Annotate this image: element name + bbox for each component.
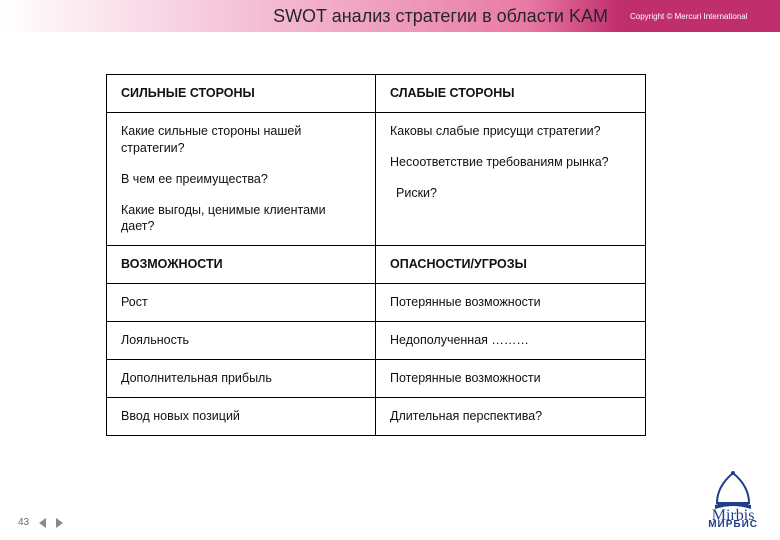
strengths-q3: Какие выгоды, ценимые клиентами дает? — [121, 202, 361, 236]
opp-r1: Рост — [107, 284, 376, 321]
dome-icon — [709, 471, 757, 511]
copyright-box: Copyright © Mercuri International — [620, 0, 780, 32]
next-arrow-icon[interactable] — [56, 518, 63, 528]
mirbis-logo: Mirbis МИРБИС — [708, 471, 758, 530]
copyright-text: Copyright © Mercuri International — [630, 12, 748, 21]
strengths-header: СИЛЬНЫЕ СТОРОНЫ — [107, 75, 376, 112]
weaknesses-q2: Несоответствие требованиям рынка? — [390, 154, 631, 171]
strengths-body: Какие сильные стороны нашей стратегии? В… — [107, 113, 376, 245]
table-row: Дополнительная прибыль Потерянные возмож… — [107, 359, 645, 397]
title-area: SWOT анализ стратегии в области KAM — [0, 0, 620, 32]
weaknesses-q3: Риски? — [390, 185, 437, 202]
opp-r3: Дополнительная прибыль — [107, 360, 376, 397]
opp-r2: Лояльность — [107, 322, 376, 359]
page-number: 43 — [18, 517, 29, 528]
prev-arrow-icon[interactable] — [39, 518, 46, 528]
opp-r4: Ввод новых позиций — [107, 398, 376, 435]
page-title: SWOT анализ стратегии в области KAM — [273, 6, 608, 27]
threats-header: ОПАСНОСТИ/УГРОЗЫ — [376, 246, 645, 283]
table-row: Рост Потерянные возможности — [107, 283, 645, 321]
thr-r3: Потерянные возможности — [376, 360, 645, 397]
table-row: СИЛЬНЫЕ СТОРОНЫ СЛАБЫЕ СТОРОНЫ — [107, 75, 645, 112]
strengths-q1: Какие сильные стороны нашей стратегии? — [121, 123, 361, 157]
weaknesses-header: СЛАБЫЕ СТОРОНЫ — [376, 75, 645, 112]
table-row: ВОЗМОЖНОСТИ ОПАСНОСТИ/УГРОЗЫ — [107, 245, 645, 283]
thr-r1: Потерянные возможности — [376, 284, 645, 321]
thr-r2: Недополученная ……… — [376, 322, 645, 359]
weaknesses-body: Каковы слабые присущи стратегии? Несоотв… — [376, 113, 645, 245]
swot-table: СИЛЬНЫЕ СТОРОНЫ СЛАБЫЕ СТОРОНЫ Какие сил… — [106, 74, 646, 436]
thr-r4: Длительная перспектива? — [376, 398, 645, 435]
logo-text: МИРБИС — [708, 519, 758, 530]
strengths-q2: В чем ее преимущества? — [121, 171, 361, 188]
footer-nav: 43 — [18, 517, 63, 528]
table-row: Лояльность Недополученная ……… — [107, 321, 645, 359]
weaknesses-q1: Каковы слабые присущи стратегии? — [390, 123, 631, 140]
opportunities-header: ВОЗМОЖНОСТИ — [107, 246, 376, 283]
header-bar: SWOT анализ стратегии в области KAM Copy… — [0, 0, 780, 32]
table-row: Ввод новых позиций Длительная перспектив… — [107, 397, 645, 435]
table-row: Какие сильные стороны нашей стратегии? В… — [107, 112, 645, 245]
